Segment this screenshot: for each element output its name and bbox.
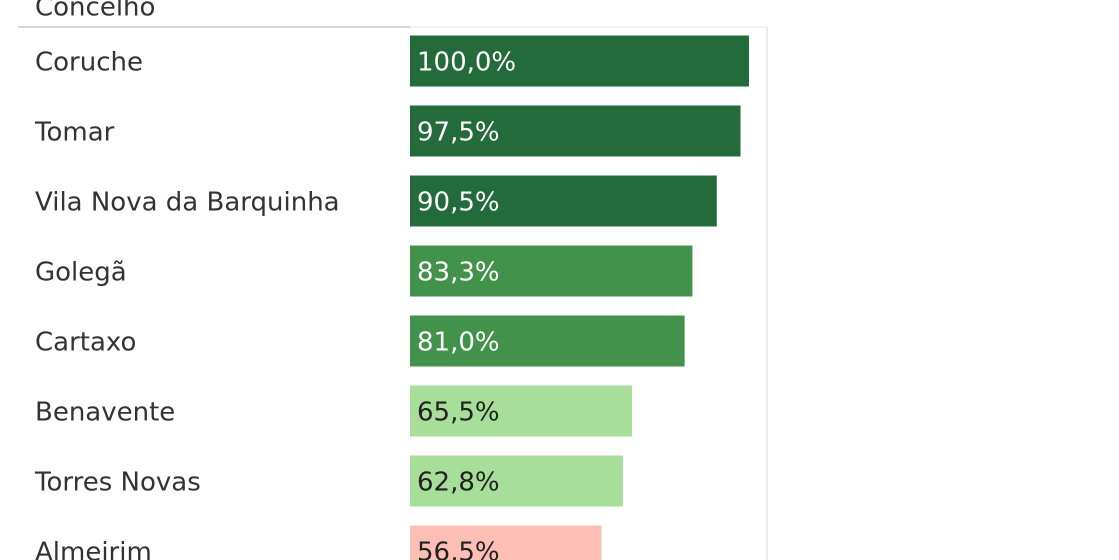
bar [410,245,693,297]
bar [410,455,623,507]
bar [410,175,717,227]
category-label: Vila Nova da Barquinha [35,188,340,218]
category-label: Tomar [34,118,115,148]
bar [410,525,602,560]
value-label: 83,3% [417,258,500,288]
category-label: Benavente [35,398,175,428]
bar [410,315,685,367]
value-label: 100,0% [417,48,516,78]
bar [410,105,741,157]
value-label: 56,5% [417,538,500,560]
value-label: 65,5% [417,398,500,428]
category-label: Almeirim [35,538,152,560]
category-label: Coruche [35,48,143,78]
value-label: 97,5% [417,118,500,148]
category-label: Golegã [35,258,127,288]
category-label: Torres Novas [34,468,201,498]
bar [410,35,749,87]
category-label: Cartaxo [35,328,136,358]
value-label: 90,5% [417,188,500,218]
value-label: 62,8% [417,468,500,498]
axis-header: Concelho [35,0,155,23]
value-label: 81,0% [417,328,500,358]
bar [410,385,633,437]
